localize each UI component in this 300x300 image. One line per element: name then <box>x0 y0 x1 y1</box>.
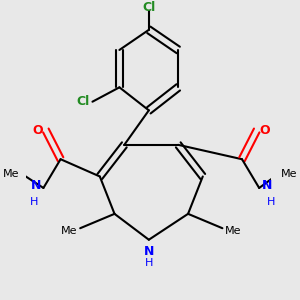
Text: H: H <box>267 197 276 207</box>
Text: N: N <box>262 178 272 192</box>
Text: Me: Me <box>281 169 298 178</box>
Text: H: H <box>145 258 153 268</box>
Text: N: N <box>144 245 154 259</box>
Text: O: O <box>259 124 270 137</box>
Text: Cl: Cl <box>142 1 155 14</box>
Text: H: H <box>29 197 38 207</box>
Text: N: N <box>31 178 41 192</box>
Text: Me: Me <box>61 226 78 236</box>
Text: Me: Me <box>2 169 19 178</box>
Text: Me: Me <box>225 226 241 236</box>
Text: O: O <box>33 124 44 137</box>
Text: Cl: Cl <box>77 95 90 108</box>
